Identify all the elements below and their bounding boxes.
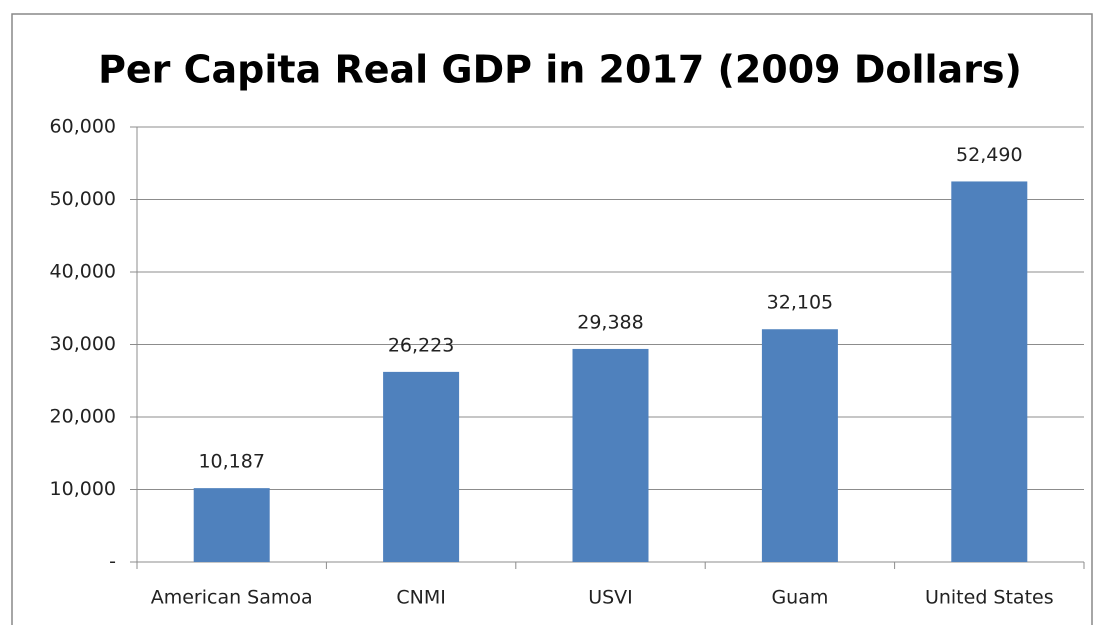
x-tick-label: United States: [925, 587, 1054, 609]
y-tick-label: 20,000: [50, 406, 116, 428]
y-tick-label: 60,000: [50, 116, 116, 138]
x-tick-label: American Samoa: [151, 587, 313, 609]
x-tick-label: Guam: [771, 587, 828, 609]
bar: [761, 329, 838, 562]
bar: [572, 348, 649, 562]
x-tick-label: USVI: [588, 587, 633, 609]
y-tick-label: 10,000: [50, 478, 116, 500]
data-label: 52,490: [956, 144, 1022, 166]
data-label: 26,223: [388, 334, 454, 356]
y-tick-label: 30,000: [50, 333, 116, 355]
y-tick-label: 40,000: [50, 261, 116, 283]
data-label: 32,105: [767, 292, 833, 314]
x-tick-label: CNMI: [396, 587, 445, 609]
chart-title: Per Capita Real GDP in 2017 (2009 Dollar…: [98, 48, 1022, 92]
y-tick-label: 50,000: [50, 188, 116, 210]
data-label: 10,187: [198, 451, 264, 473]
data-label: 29,388: [577, 311, 643, 333]
y-tick-label: -: [109, 551, 116, 573]
bar: [193, 488, 270, 562]
bar: [951, 181, 1028, 562]
chart-frame: [11, 13, 1093, 625]
bar: [383, 371, 460, 562]
